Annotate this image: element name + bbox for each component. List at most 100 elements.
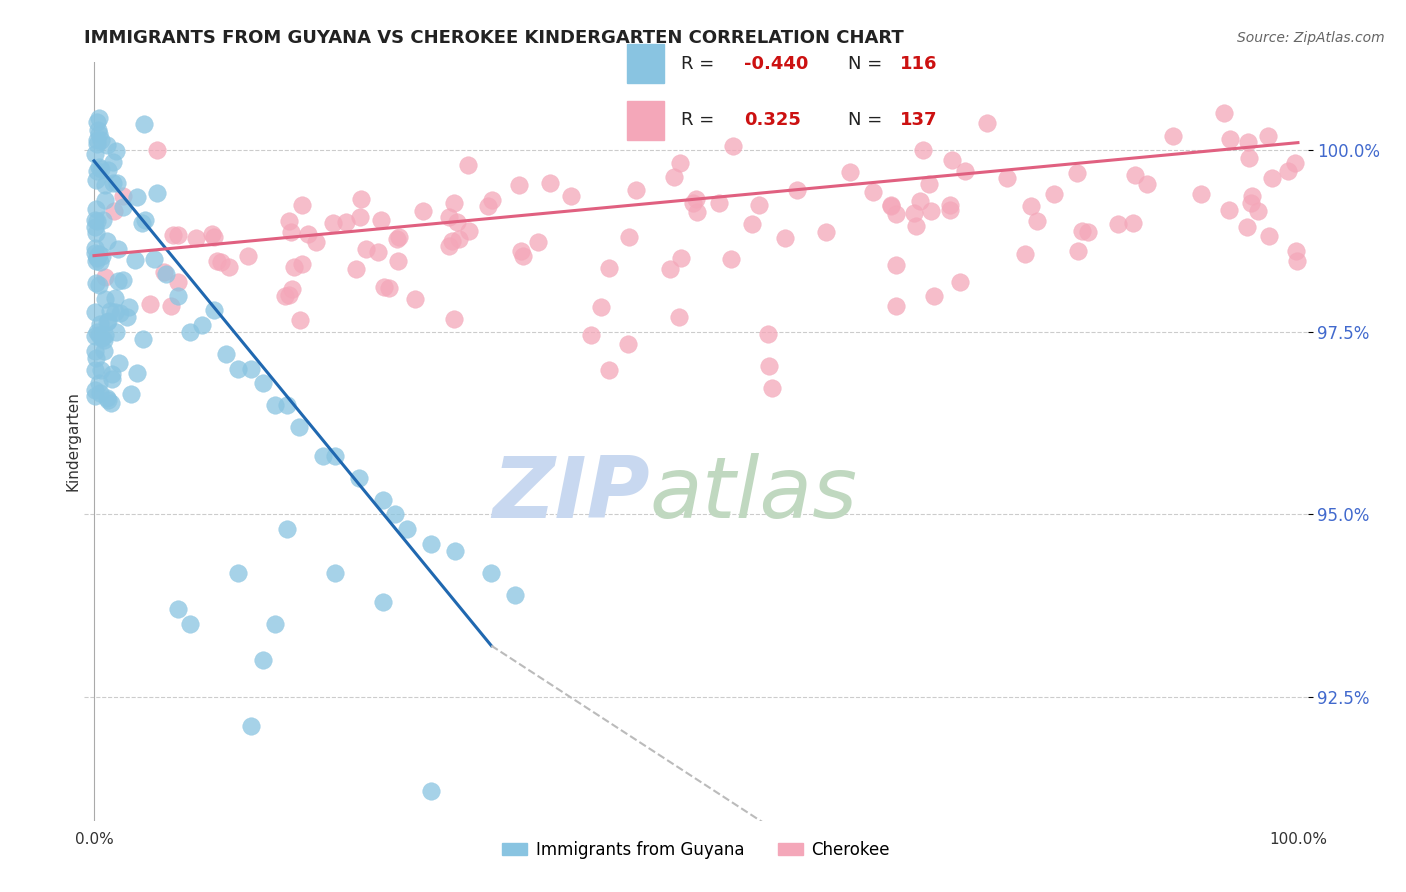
Point	[617, 336, 640, 351]
Point	[420, 536, 443, 550]
Point	[481, 193, 503, 207]
Point	[1108, 218, 1130, 232]
Point	[669, 252, 692, 266]
Point	[617, 230, 640, 244]
Point	[101, 176, 124, 190]
Point	[686, 205, 709, 219]
Point	[371, 595, 394, 609]
Point	[297, 227, 319, 241]
Point	[101, 367, 124, 381]
Point	[84, 328, 107, 343]
Point	[598, 363, 620, 377]
Point	[90, 363, 112, 377]
Point	[186, 231, 208, 245]
Text: 100.0%: 100.0%	[1270, 831, 1327, 847]
Point	[395, 522, 418, 536]
Point	[598, 260, 620, 275]
Point	[420, 784, 443, 798]
Text: 0.325: 0.325	[744, 112, 801, 129]
Point	[312, 449, 335, 463]
Point	[134, 212, 156, 227]
Point	[107, 274, 129, 288]
Point	[538, 176, 561, 190]
Point	[84, 277, 107, 291]
Point	[1071, 224, 1094, 238]
Point	[1237, 135, 1260, 149]
Point	[748, 198, 770, 212]
Point	[886, 206, 908, 220]
Point	[100, 372, 122, 386]
Point	[1189, 186, 1212, 201]
Point	[281, 282, 304, 296]
Point	[84, 226, 107, 240]
Point	[1236, 220, 1258, 235]
Point	[83, 389, 105, 403]
Point	[283, 260, 305, 274]
Point	[786, 183, 808, 197]
Point	[167, 275, 190, 289]
Point	[274, 289, 297, 303]
Text: R =: R =	[681, 54, 714, 73]
Point	[86, 252, 108, 266]
Point	[761, 381, 783, 395]
Point	[145, 143, 167, 157]
Point	[668, 310, 690, 324]
Point	[908, 194, 931, 208]
Point	[949, 276, 972, 290]
Point	[86, 133, 108, 147]
Point	[89, 386, 111, 401]
Point	[86, 254, 108, 268]
Point	[204, 229, 226, 244]
Point	[84, 147, 107, 161]
Point	[305, 235, 328, 249]
Point	[134, 117, 156, 131]
Point	[94, 269, 117, 284]
Point	[87, 328, 110, 343]
Point	[1014, 246, 1036, 260]
Point	[370, 212, 392, 227]
FancyBboxPatch shape	[627, 45, 664, 83]
Point	[385, 232, 408, 246]
Point	[384, 508, 406, 522]
Point	[84, 351, 107, 365]
Point	[1025, 214, 1047, 228]
Point	[440, 235, 463, 249]
Point	[93, 334, 115, 348]
Point	[89, 160, 111, 174]
Point	[322, 216, 344, 230]
Point	[1286, 253, 1309, 268]
Point	[1219, 132, 1241, 146]
Point	[349, 210, 371, 224]
Point	[100, 396, 122, 410]
Point	[108, 306, 131, 320]
Point	[252, 376, 274, 391]
Point	[86, 163, 108, 178]
Point	[84, 305, 107, 319]
Point	[96, 137, 118, 152]
Point	[581, 328, 603, 343]
Point	[83, 363, 105, 377]
Point	[939, 197, 962, 211]
Point	[995, 170, 1018, 185]
Point	[387, 254, 409, 268]
Point	[443, 312, 465, 326]
Point	[107, 242, 129, 256]
Point	[1284, 156, 1306, 170]
Point	[111, 201, 134, 215]
Point	[278, 287, 301, 301]
Point	[437, 210, 460, 224]
Point	[404, 292, 426, 306]
Point	[911, 144, 934, 158]
Point	[378, 281, 401, 295]
Point	[508, 178, 530, 193]
Point	[1212, 106, 1234, 120]
Point	[228, 361, 250, 376]
Point	[104, 291, 127, 305]
Text: N =: N =	[848, 54, 883, 73]
Point	[105, 144, 128, 158]
Point	[97, 393, 120, 408]
Point	[96, 391, 118, 405]
Point	[903, 206, 925, 220]
Point	[167, 228, 190, 243]
Point	[1019, 199, 1042, 213]
